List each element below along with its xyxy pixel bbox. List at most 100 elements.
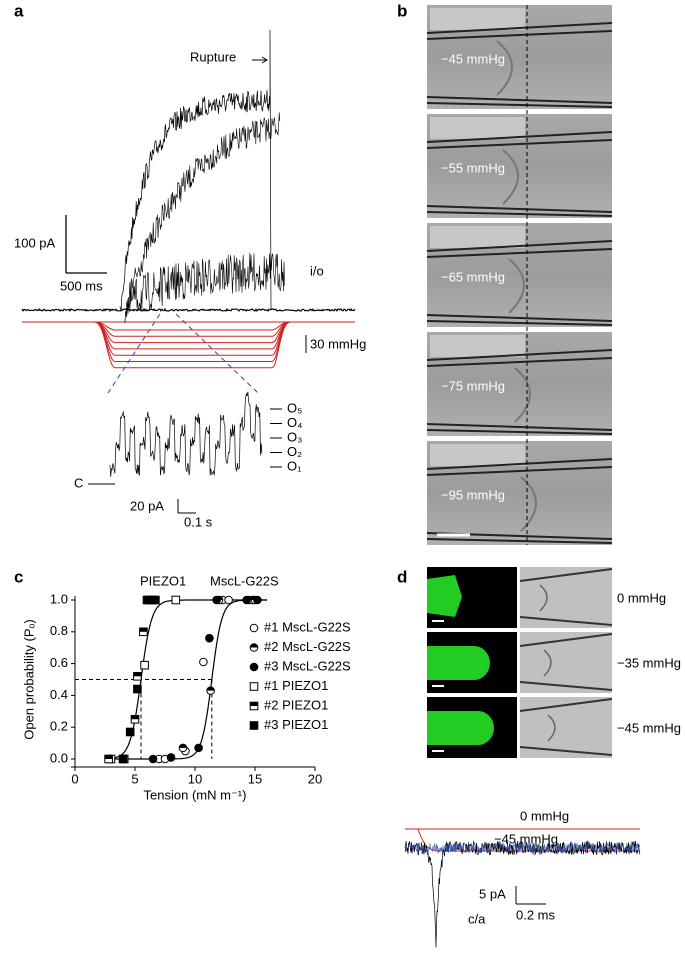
state-label: O₃ xyxy=(287,429,302,444)
y-tick-label: 0.8 xyxy=(50,623,68,638)
marker-shape xyxy=(249,682,259,691)
scale-label: 30 mmHg xyxy=(310,336,366,351)
marker-shape xyxy=(224,595,233,605)
y-tick-label: 0.4 xyxy=(50,687,68,702)
cell-patch xyxy=(430,444,525,466)
marker-shape xyxy=(249,721,259,730)
marker-shape xyxy=(205,633,214,643)
marker xyxy=(249,701,259,711)
marker-shape xyxy=(118,754,128,764)
membrane xyxy=(496,40,513,96)
marker-shape xyxy=(212,595,221,605)
image-series: −45 mmHg −55 mmHg −65 mmHg −75 mmHg −95 mmHg xyxy=(426,5,613,545)
y-tick-label: 0.0 xyxy=(50,750,68,765)
legend-label: #3 MscL-G22S xyxy=(264,658,351,673)
trace xyxy=(21,307,356,313)
arrowhead xyxy=(261,56,268,64)
pressure xyxy=(94,321,291,350)
pressure-label: −75 mmHg xyxy=(441,378,505,393)
membrane xyxy=(539,584,548,612)
trace-label: −45 mmHg xyxy=(494,831,558,846)
pipette xyxy=(519,568,613,626)
state-label: C xyxy=(74,475,83,490)
state-label: O₁ xyxy=(287,458,302,473)
y-tick-label: 0.2 xyxy=(50,719,68,734)
pressure xyxy=(94,321,291,331)
scale-label: 0.1 s xyxy=(184,514,213,529)
legend-label: #3 PIEZO1 xyxy=(264,717,328,732)
marker-half xyxy=(250,643,258,648)
x-tick-label: 5 xyxy=(131,771,138,786)
cell-patch xyxy=(430,8,525,30)
annotation: MscL-G22S xyxy=(210,573,279,588)
panel-label: d xyxy=(397,567,407,586)
membrane xyxy=(514,367,531,423)
marker-half xyxy=(206,686,215,691)
marker xyxy=(249,721,259,730)
membrane xyxy=(508,258,525,314)
marker xyxy=(104,754,113,764)
pipette xyxy=(426,349,613,435)
pipette xyxy=(426,22,613,108)
y-tick-label: 0.6 xyxy=(50,655,68,670)
marker xyxy=(199,657,208,667)
membrane-patch xyxy=(427,575,462,617)
legend-label: #2 MscL-G22S xyxy=(264,639,351,654)
trace xyxy=(109,391,263,477)
marker xyxy=(224,595,233,605)
marker-shape xyxy=(199,657,208,667)
marker-shape xyxy=(140,660,149,670)
marker-shape xyxy=(194,743,203,753)
y-axis-label: Open probability (Pₒ) xyxy=(21,619,36,740)
legend-label: #1 PIEZO1 xyxy=(264,678,328,693)
trace-label: 0 mmHg xyxy=(520,808,569,823)
cell-patch xyxy=(430,117,525,139)
legend-label: #1 MscL-G22S xyxy=(264,619,351,634)
marker xyxy=(171,595,181,605)
marker-shape xyxy=(125,727,135,737)
marker xyxy=(140,660,149,670)
marker-shape xyxy=(151,595,160,605)
pressure-label: 0 mmHg xyxy=(617,590,666,605)
pipette xyxy=(426,458,613,544)
pressure-label: −45 mmHg xyxy=(441,51,505,66)
annotation: PIEZO1 xyxy=(140,573,186,588)
marker-shape xyxy=(171,595,181,605)
membrane-patch xyxy=(427,646,490,680)
pressure xyxy=(94,321,291,344)
pressure xyxy=(94,321,291,337)
membrane xyxy=(543,649,552,677)
marker-shape xyxy=(249,662,259,672)
x-tick-label: 20 xyxy=(308,771,322,786)
trace xyxy=(119,29,272,311)
panel-label: b xyxy=(397,1,407,20)
pressure-label: −45 mmHg xyxy=(617,720,681,735)
pressure-label: −35 mmHg xyxy=(617,655,681,670)
pipette xyxy=(519,698,613,756)
traces xyxy=(21,29,356,485)
marker xyxy=(133,684,142,694)
marker-shape xyxy=(242,595,251,605)
marker-shape xyxy=(253,595,262,605)
marker xyxy=(206,686,215,695)
trace-label: c/a xyxy=(468,911,486,926)
marker xyxy=(142,595,152,605)
panel-label: a xyxy=(14,1,24,20)
marker xyxy=(151,595,160,605)
marker xyxy=(166,753,176,762)
marker xyxy=(148,754,158,764)
marker xyxy=(194,743,203,753)
marker xyxy=(212,595,221,605)
state-label: O₄ xyxy=(287,415,302,430)
marker xyxy=(178,743,188,753)
x-tick-label: 0 xyxy=(71,771,78,786)
pipette xyxy=(519,633,613,691)
pipette xyxy=(426,240,613,326)
marker-half xyxy=(179,744,187,748)
marker-shape xyxy=(133,684,142,694)
marker-half xyxy=(139,628,148,632)
marker-shape xyxy=(166,753,176,762)
membrane xyxy=(547,714,556,742)
zoom-line xyxy=(107,313,161,394)
